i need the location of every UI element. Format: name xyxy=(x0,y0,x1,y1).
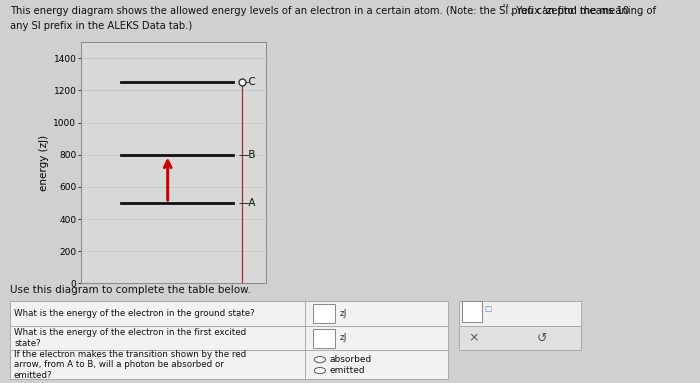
Text: any SI prefix in the ALEKS Data tab.): any SI prefix in the ALEKS Data tab.) xyxy=(10,21,192,31)
Text: Use this diagram to complete the table below.: Use this diagram to complete the table b… xyxy=(10,285,251,295)
Text: ×: × xyxy=(469,332,479,344)
Text: emitted: emitted xyxy=(329,366,365,375)
Text: If the electron makes the transition shown by the red
arrow, from A to B, will a: If the electron makes the transition sho… xyxy=(14,350,246,380)
Text: —C: —C xyxy=(238,77,256,87)
Text: zJ: zJ xyxy=(340,309,347,318)
Text: What is the energy of the electron in the ground state?: What is the energy of the electron in th… xyxy=(14,309,255,318)
Text: What is the energy of the electron in the first excited
state?: What is the energy of the electron in th… xyxy=(14,328,246,348)
Text: —B: —B xyxy=(238,150,256,160)
Text: ⁻²¹: ⁻²¹ xyxy=(498,3,510,11)
Text: zJ: zJ xyxy=(340,334,347,342)
Text: □: □ xyxy=(484,304,491,313)
Text: . You can find the meaning of: . You can find the meaning of xyxy=(510,6,656,16)
Y-axis label: energy (zJ): energy (zJ) xyxy=(39,135,49,191)
Text: absorbed: absorbed xyxy=(329,355,371,364)
Text: ↺: ↺ xyxy=(538,332,547,344)
Text: —A: —A xyxy=(238,198,256,208)
Text: This energy diagram shows the allowed energy levels of an electron in a certain : This energy diagram shows the allowed en… xyxy=(10,6,629,16)
